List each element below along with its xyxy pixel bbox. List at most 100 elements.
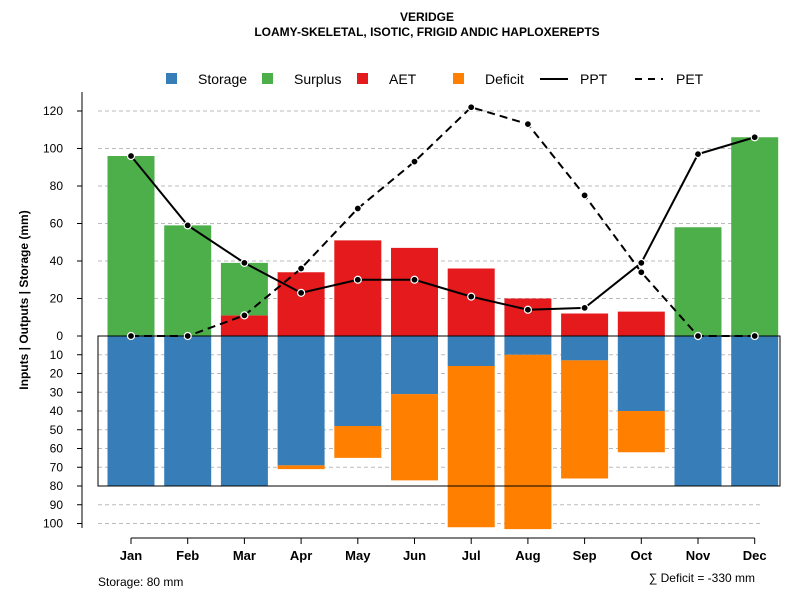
storage-bar bbox=[731, 336, 779, 486]
deficit-bar bbox=[334, 426, 382, 458]
storage-bar bbox=[561, 336, 609, 361]
ppt-point bbox=[126, 151, 136, 161]
ppt-line bbox=[130, 136, 755, 311]
aet-bar bbox=[277, 272, 325, 336]
deficit-bar bbox=[561, 360, 609, 479]
legend-label-surplus: Surplus bbox=[294, 71, 341, 87]
storage-note: Storage: 80 mm bbox=[98, 575, 183, 589]
ppt-point bbox=[183, 221, 192, 230]
legend-swatch-aet bbox=[357, 73, 368, 84]
deficit-bar bbox=[617, 411, 665, 453]
legend-swatch-surplus bbox=[262, 73, 273, 84]
pet-line bbox=[131, 106, 755, 337]
deficit-bar bbox=[277, 465, 325, 470]
storage-box bbox=[97, 335, 781, 487]
legend-label-storage: Storage bbox=[198, 71, 247, 87]
x-tick-label: Jul bbox=[462, 548, 481, 563]
aet-bar bbox=[617, 311, 665, 336]
storage-capacity-box bbox=[97, 335, 781, 487]
surplus-bar bbox=[674, 227, 722, 336]
y-tick-label: 30 bbox=[50, 385, 64, 399]
x-tick-label: Oct bbox=[630, 548, 652, 563]
ppt-point bbox=[297, 288, 306, 297]
x-tick-label: Sep bbox=[573, 548, 597, 563]
ppt-point bbox=[353, 275, 362, 284]
x-tick-label: Jan bbox=[120, 548, 142, 563]
pet-point bbox=[353, 204, 362, 213]
legend-swatch-deficit bbox=[453, 73, 464, 84]
y-tick-label: 120 bbox=[43, 104, 63, 118]
surplus-bar bbox=[731, 137, 779, 336]
y-tick-label: 90 bbox=[50, 498, 64, 512]
storage-bar bbox=[220, 336, 268, 486]
pet-point bbox=[580, 191, 589, 200]
y-tick-label: 20 bbox=[50, 367, 64, 381]
storage-bar bbox=[334, 336, 382, 426]
aet-bar bbox=[561, 313, 609, 336]
ppt-point bbox=[693, 150, 703, 159]
x-tick-label: Apr bbox=[290, 548, 312, 563]
aet-bar bbox=[334, 240, 382, 336]
deficit-bar bbox=[391, 394, 438, 481]
y-tick-label: 0 bbox=[56, 329, 63, 343]
surplus-bar bbox=[164, 225, 212, 336]
legend-label-pet: PET bbox=[676, 71, 704, 87]
y-tick-label: 70 bbox=[50, 460, 64, 474]
y-tick-label: 50 bbox=[50, 423, 64, 437]
y-tick-label: 10 bbox=[50, 348, 64, 362]
aet-bar bbox=[504, 298, 552, 336]
chart-subtitle: LOAMY-SKELETAL, ISOTIC, FRIGID ANDIC HAP… bbox=[254, 25, 599, 39]
storage-bar bbox=[447, 336, 495, 366]
y-tick-label: 60 bbox=[50, 217, 64, 231]
aet-bar bbox=[391, 247, 438, 336]
ppt-point bbox=[240, 258, 249, 267]
y-axis-label: Inputs | Outputs | Storage (mm) bbox=[17, 210, 31, 389]
x-tick-label: Nov bbox=[686, 548, 711, 563]
pet-point bbox=[523, 120, 533, 129]
storage-bar bbox=[164, 336, 212, 486]
storage-bar bbox=[277, 336, 325, 466]
ppt-point bbox=[410, 275, 419, 284]
deficit-bar bbox=[447, 366, 495, 528]
pet-point bbox=[297, 264, 306, 273]
ppt-point bbox=[467, 292, 476, 301]
chart-title: VERIDGE bbox=[400, 10, 454, 24]
pet-point bbox=[693, 331, 703, 341]
pet-point bbox=[467, 103, 476, 112]
legend-label-deficit: Deficit bbox=[485, 71, 524, 87]
legend-label-aet: AET bbox=[389, 71, 417, 87]
y-tick-label: 40 bbox=[50, 404, 64, 418]
pet-point bbox=[750, 331, 759, 341]
x-tick-label: Jun bbox=[403, 548, 426, 563]
legend-label-ppt: PPT bbox=[580, 71, 608, 87]
storage-bar bbox=[391, 336, 438, 395]
aet-bar bbox=[447, 268, 495, 336]
pet-point bbox=[183, 331, 192, 341]
y-tick-label: 100 bbox=[43, 142, 63, 156]
ppt-point bbox=[523, 305, 533, 314]
pet-point bbox=[637, 268, 646, 277]
y-tick-label: 80 bbox=[50, 479, 64, 493]
legend-swatch-storage bbox=[166, 73, 177, 84]
axes: 0 20 40 60 80 100 120 10 20 30 40 50 60 70 80 90 100 Jan F… bbox=[43, 92, 767, 563]
storage-bar bbox=[107, 336, 155, 486]
x-tick-label: Dec bbox=[743, 548, 767, 563]
x-tick-label: May bbox=[345, 548, 371, 563]
deficit-bar bbox=[504, 354, 552, 530]
ppt-point bbox=[750, 133, 759, 142]
lines bbox=[126, 103, 759, 341]
surplus-bar bbox=[107, 156, 155, 336]
pet-point bbox=[126, 331, 136, 341]
pet-point bbox=[240, 311, 249, 320]
y-tick-label: 60 bbox=[50, 442, 64, 456]
y-tick-label: 80 bbox=[50, 179, 64, 193]
legend: Storage Surplus AET Deficit PPT PET bbox=[166, 71, 704, 87]
pet-point bbox=[410, 157, 419, 166]
ppt-point bbox=[580, 303, 589, 312]
storage-bar bbox=[504, 336, 552, 355]
bars bbox=[107, 137, 779, 530]
storage-bar bbox=[674, 336, 722, 486]
ppt-point bbox=[637, 258, 646, 267]
y-tick-label: 40 bbox=[50, 254, 64, 268]
x-tick-label: Aug bbox=[515, 548, 540, 563]
